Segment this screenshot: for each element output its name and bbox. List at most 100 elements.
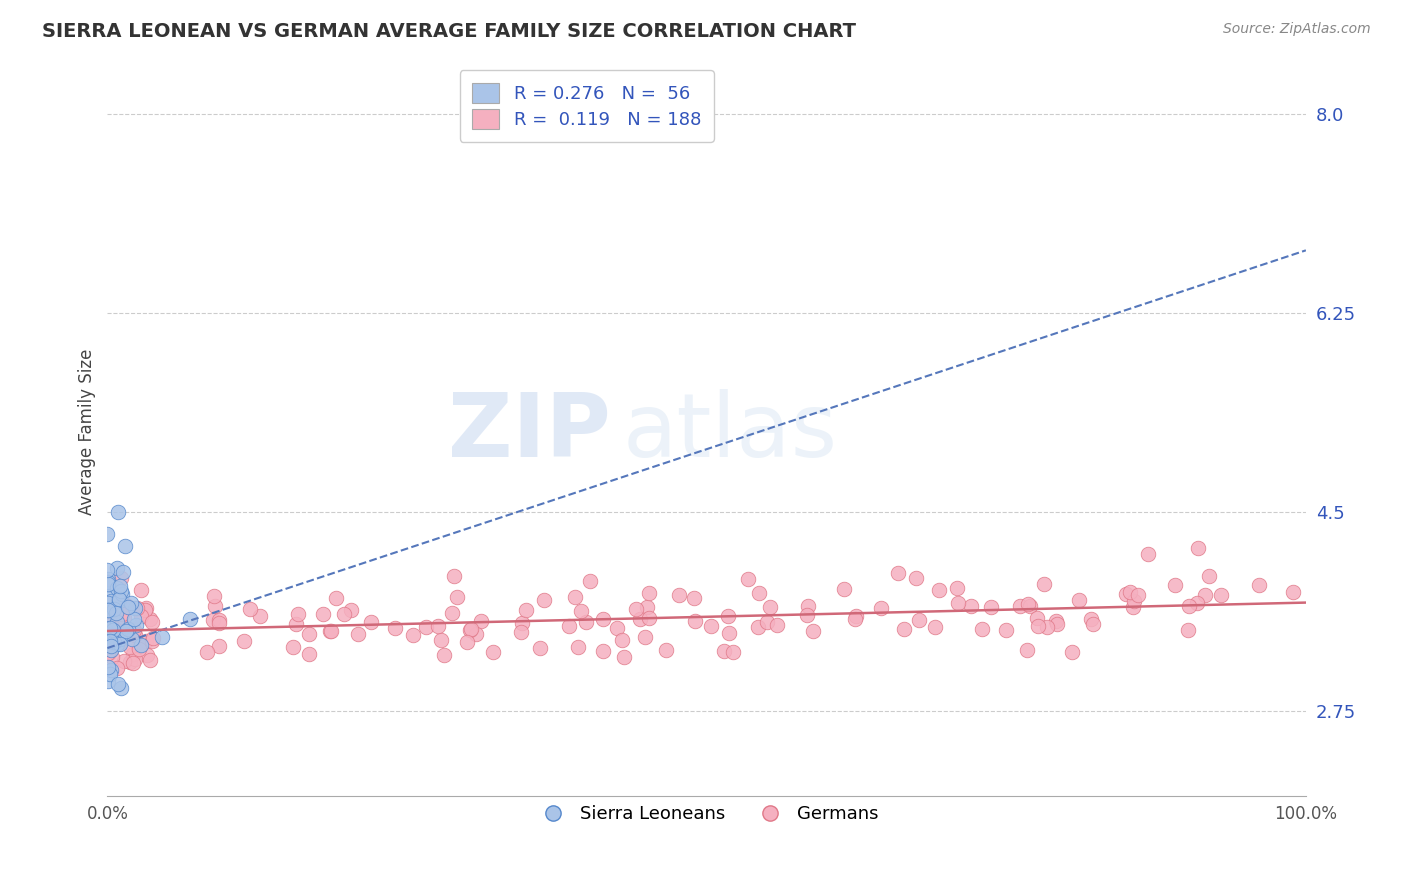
Point [845, 609, 868, 624]
Point [117, 599, 139, 614]
Point [118, 655, 141, 669]
Point [347, 627, 370, 641]
Point [115, 619, 138, 633]
Point [108, 579, 131, 593]
Point [100, 649, 122, 664]
Point [1211, 588, 1233, 602]
Point [429, 633, 451, 648]
Point [796, 607, 818, 622]
Point [1115, 587, 1137, 601]
Point [135, 634, 157, 648]
Point [755, 615, 778, 629]
Point [628, 612, 651, 626]
Point [97, 576, 120, 591]
Point [97, 573, 120, 587]
Point [108, 594, 131, 608]
Point [458, 624, 481, 638]
Point [1062, 644, 1084, 658]
Point [139, 612, 162, 626]
Point [636, 600, 658, 615]
Point [100, 663, 122, 677]
Point [111, 587, 134, 601]
Point [108, 618, 131, 632]
Text: Source: ZipAtlas.com: Source: ZipAtlas.com [1223, 22, 1371, 37]
Point [98, 595, 121, 609]
Point [682, 591, 704, 606]
Point [101, 608, 124, 623]
Point [97, 638, 120, 652]
Point [100, 640, 122, 655]
Point [318, 624, 340, 638]
Point [1122, 594, 1144, 608]
Point [100, 594, 122, 608]
Point [108, 628, 131, 642]
Text: SIERRA LEONEAN VS GERMAN AVERAGE FAMILY SIZE CORRELATION CHART: SIERRA LEONEAN VS GERMAN AVERAGE FAMILY … [42, 22, 856, 41]
Point [249, 609, 271, 624]
Point [98, 667, 121, 681]
Point [1177, 623, 1199, 637]
Point [1126, 589, 1149, 603]
Point [107, 505, 129, 519]
Point [945, 582, 967, 596]
Point [120, 597, 142, 611]
Point [100, 628, 122, 642]
Point [105, 561, 128, 575]
Point [1015, 642, 1038, 657]
Point [758, 599, 780, 614]
Point [321, 624, 343, 639]
Point [384, 621, 406, 635]
Point [637, 586, 659, 600]
Point [748, 586, 770, 600]
Point [150, 630, 173, 644]
Point [564, 591, 586, 605]
Point [924, 620, 946, 634]
Point [433, 648, 456, 662]
Point [122, 656, 145, 670]
Point [606, 621, 628, 635]
Point [1185, 596, 1208, 610]
Point [579, 574, 602, 589]
Point [97, 629, 120, 643]
Point [1032, 576, 1054, 591]
Point [105, 661, 128, 675]
Point [103, 601, 125, 615]
Point [360, 615, 382, 629]
Point [948, 596, 970, 610]
Point [98, 633, 121, 648]
Point [1025, 611, 1047, 625]
Point [994, 624, 1017, 638]
Point [97, 603, 120, 617]
Point [96, 625, 118, 640]
Point [121, 632, 143, 646]
Y-axis label: Average Family Size: Average Family Size [79, 349, 96, 516]
Point [112, 654, 135, 668]
Point [103, 620, 125, 634]
Point [110, 625, 132, 640]
Point [124, 652, 146, 666]
Point [340, 603, 363, 617]
Point [312, 607, 335, 622]
Point [298, 647, 321, 661]
Point [1163, 578, 1185, 592]
Point [96, 563, 118, 577]
Point [122, 647, 145, 661]
Point [509, 624, 531, 639]
Legend: Sierra Leoneans, Germans: Sierra Leoneans, Germans [527, 798, 886, 830]
Point [1119, 584, 1142, 599]
Point [96, 626, 118, 640]
Point [717, 609, 740, 624]
Point [100, 643, 122, 657]
Point [110, 571, 132, 585]
Point [138, 652, 160, 666]
Point [470, 614, 492, 628]
Point [127, 639, 149, 653]
Point [98, 633, 121, 648]
Point [97, 636, 120, 650]
Point [105, 602, 128, 616]
Point [1198, 569, 1220, 583]
Point [700, 618, 723, 632]
Point [141, 634, 163, 648]
Point [960, 599, 983, 613]
Point [668, 588, 690, 602]
Point [111, 607, 134, 621]
